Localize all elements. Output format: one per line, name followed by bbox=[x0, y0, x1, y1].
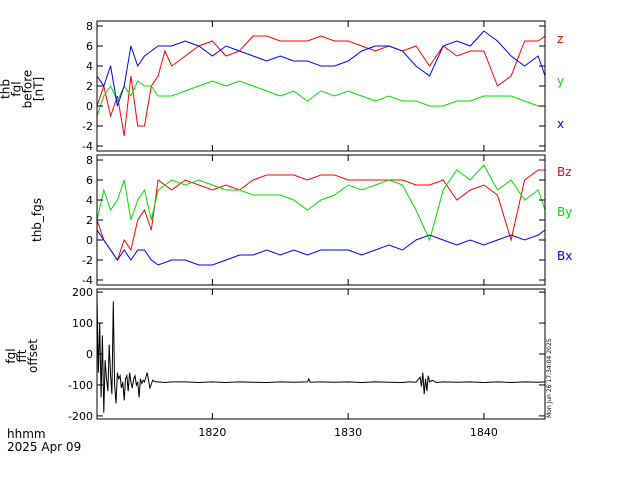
ytick-label: 8 bbox=[86, 20, 93, 33]
xtick-label: 1820 bbox=[198, 426, 226, 439]
series-line-y bbox=[97, 80, 545, 117]
legend-label-bx: Bx bbox=[557, 249, 572, 263]
date-label: 2025 Apr 09 bbox=[7, 440, 81, 454]
ytick-label: 4 bbox=[86, 60, 93, 73]
ytick-label: 200 bbox=[72, 286, 93, 299]
legend-label-bz: Bz bbox=[557, 165, 572, 179]
legend-label-by: By bbox=[557, 205, 572, 219]
ytick-label: 4 bbox=[86, 194, 93, 207]
series-line-z bbox=[97, 35, 545, 137]
ytick-label: 6 bbox=[86, 40, 93, 53]
ylabel-line: fgl bbox=[4, 348, 18, 363]
xtick-label: 1840 bbox=[470, 426, 498, 439]
panel-2: -4 -2 0 2 4 6 8 thb_fgs Bz By Bx bbox=[30, 154, 572, 287]
series-line-x bbox=[97, 30, 545, 107]
legend-label-x: x bbox=[557, 117, 564, 131]
ytick-label: -2 bbox=[82, 120, 93, 133]
ytick-label: -4 bbox=[82, 274, 93, 287]
ylabel-line: thb bbox=[0, 79, 13, 99]
ytick-label: -2 bbox=[82, 254, 93, 267]
ylabel-line: fgl bbox=[10, 81, 24, 96]
ytick-label: 0 bbox=[86, 348, 93, 361]
ytick-label: 100 bbox=[72, 317, 93, 330]
xtick-label: 1830 bbox=[334, 426, 362, 439]
ytick-label: 0 bbox=[86, 234, 93, 247]
ylabel-line: thb_fgs bbox=[30, 198, 44, 242]
panels: -4-202468thbfglbefore[nT]zyx-4-202468thb… bbox=[0, 20, 572, 439]
ytick-label: 2 bbox=[86, 80, 93, 93]
legend-label-y: y bbox=[557, 74, 564, 88]
ylabel-line: fft bbox=[15, 349, 29, 362]
series-line-bx bbox=[97, 229, 545, 266]
plot-timestamp: Mon Jun 26 17:34:04 2025 bbox=[546, 338, 553, 418]
ylabel-line: before bbox=[21, 70, 35, 109]
ytick-label: 6 bbox=[86, 174, 93, 187]
ytick-label: 8 bbox=[86, 154, 93, 167]
ytick-label: -200 bbox=[68, 410, 93, 423]
ytick-label: 0 bbox=[86, 100, 93, 113]
series-line-trace bbox=[97, 298, 545, 413]
ytick-label: -4 bbox=[82, 140, 93, 153]
legend-label-z: z bbox=[557, 32, 563, 46]
ytick-label: 2 bbox=[86, 214, 93, 227]
time-format-label: hhmm bbox=[7, 427, 46, 441]
ytick-label: -100 bbox=[68, 379, 93, 392]
series-line-bz bbox=[97, 169, 545, 262]
ylabel-line: offset bbox=[26, 339, 40, 373]
ylabel-line: [nT] bbox=[32, 77, 46, 101]
series-line-by bbox=[97, 164, 545, 242]
